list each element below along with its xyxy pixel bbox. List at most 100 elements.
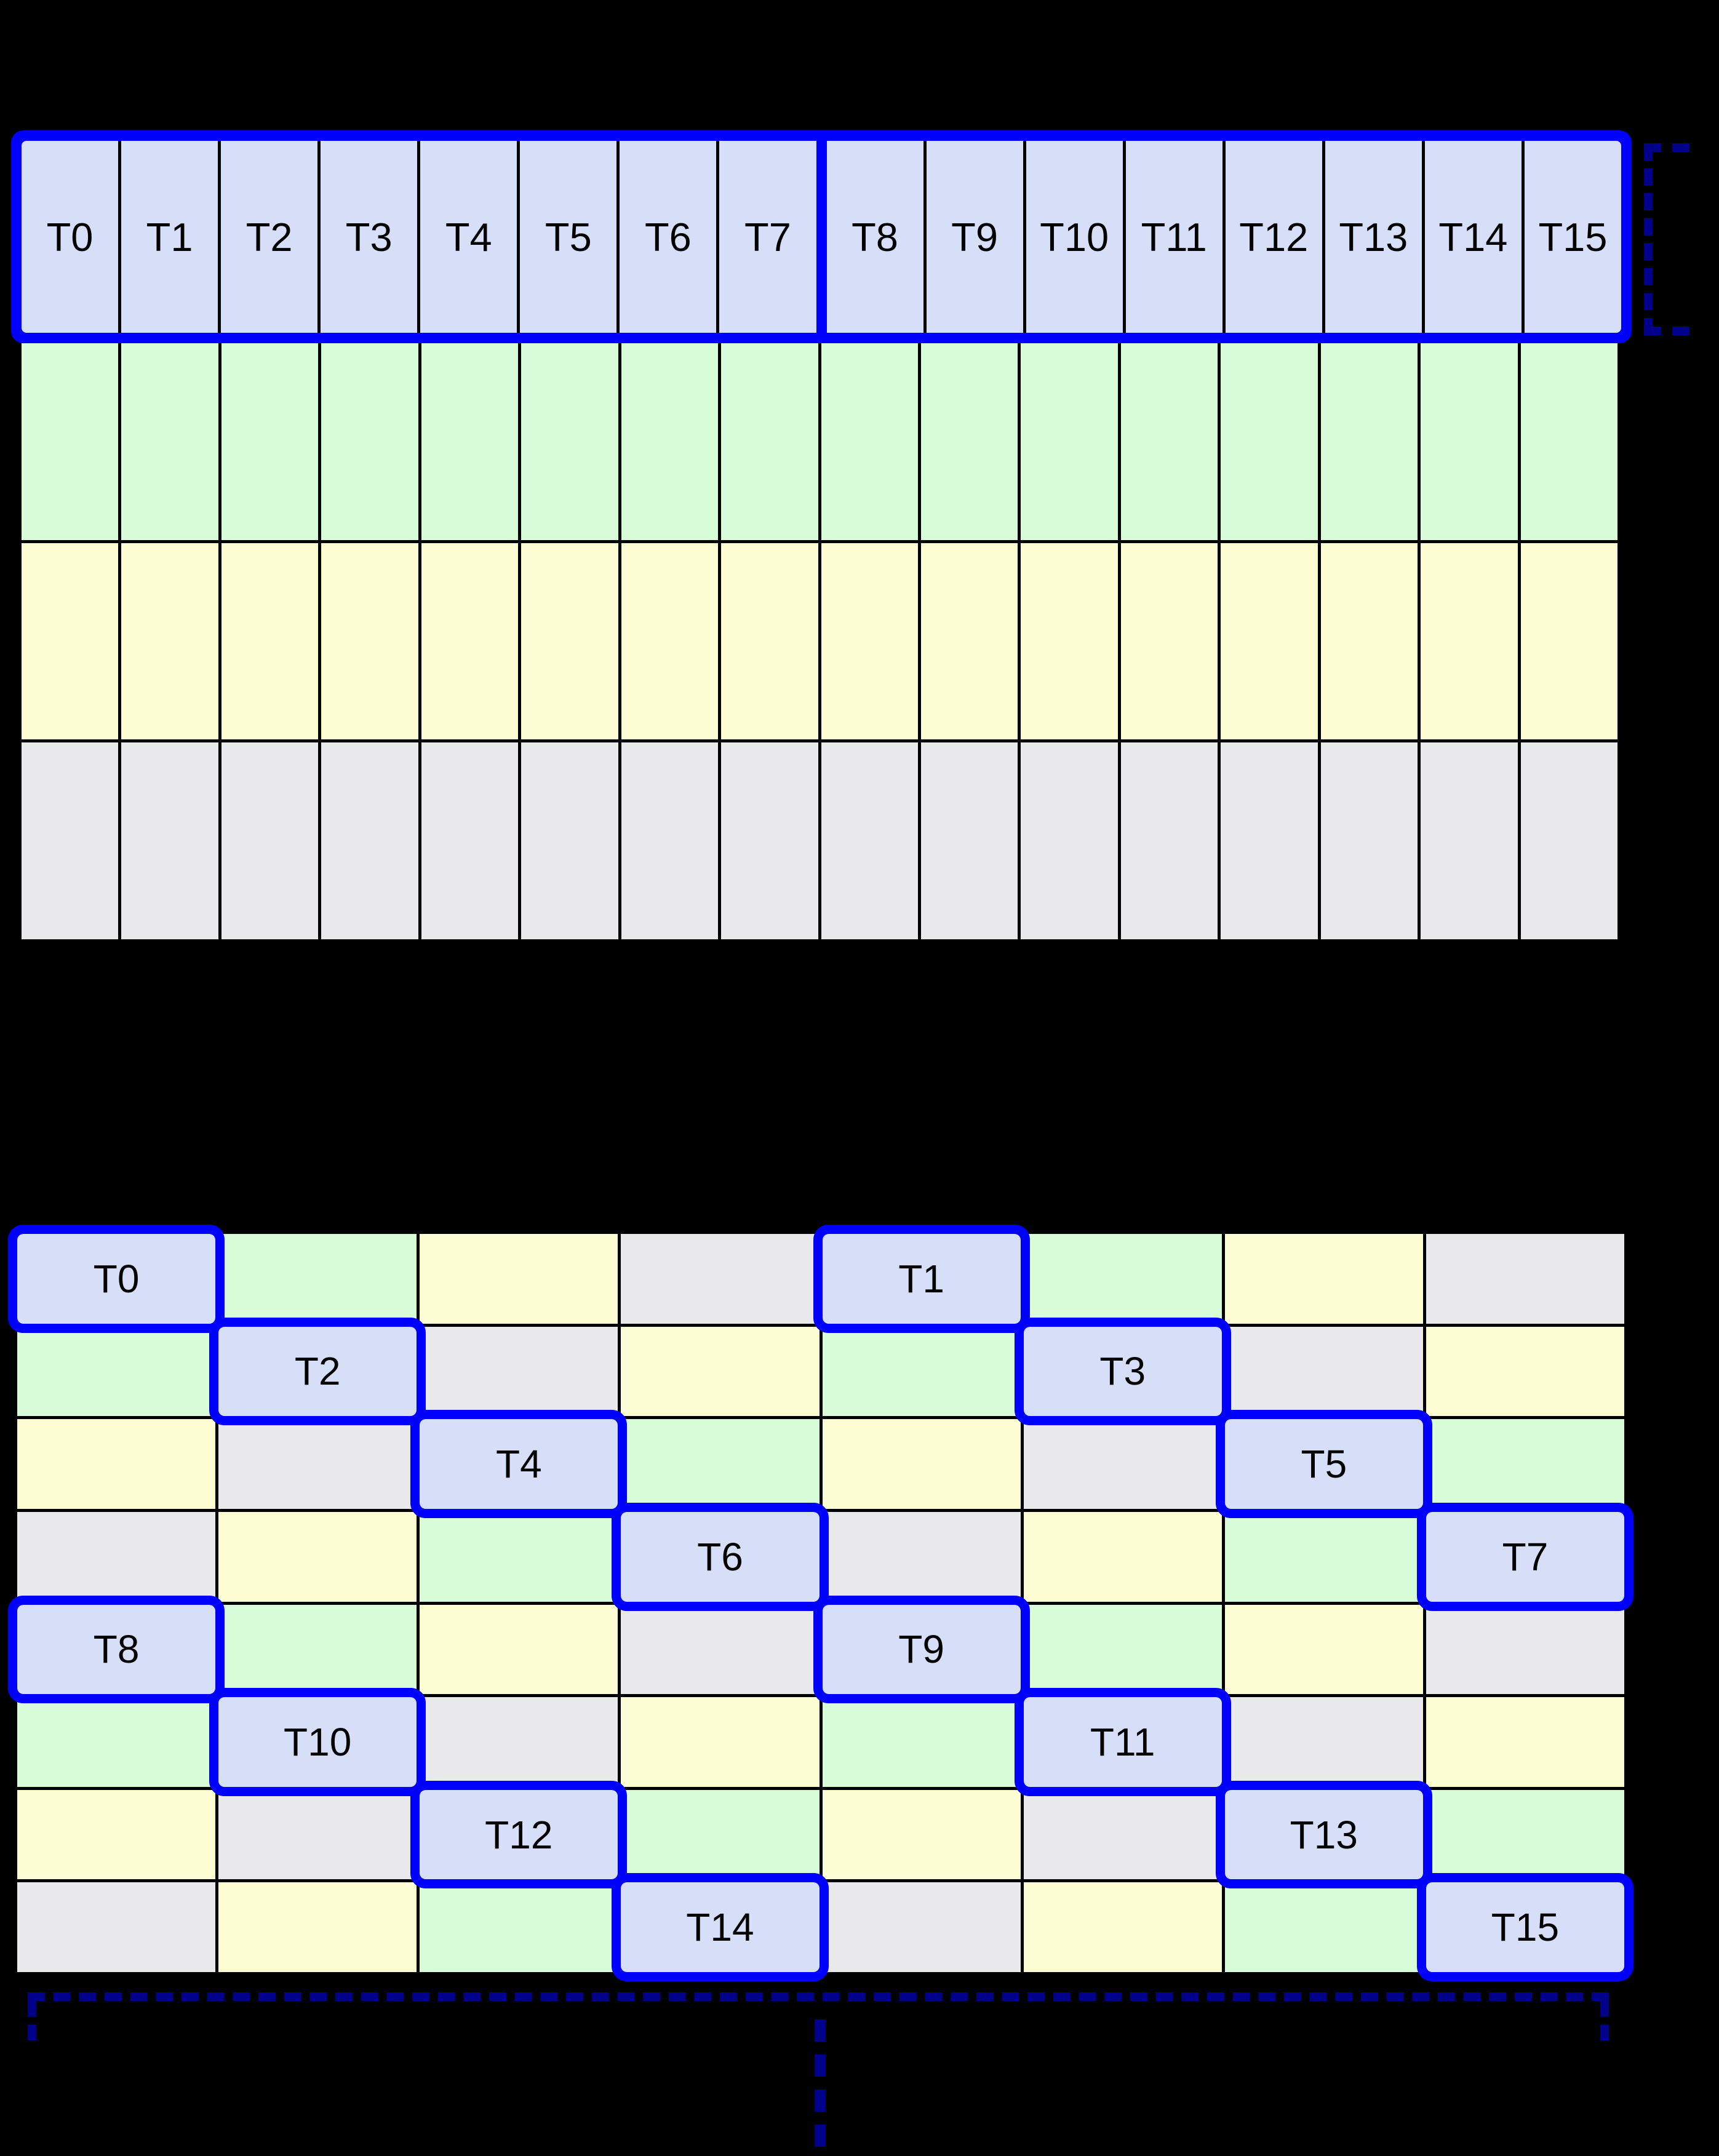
bank-cell-r7-c0 (17, 1882, 216, 1972)
thread-label: T1 (146, 214, 193, 260)
warp-thread-cell-t0: T0 (22, 141, 119, 333)
memory-cell-r1-c8 (821, 543, 918, 740)
thread-label: T11 (1090, 1719, 1155, 1764)
bank-thread-cell-t13: T13 (1224, 1789, 1423, 1880)
bank-cell-r0-c5 (1023, 1234, 1222, 1324)
bank-cell-r5-c0 (17, 1697, 216, 1787)
bracket-vertical-line (1644, 143, 1653, 335)
memory-cell-r1-c12 (1221, 543, 1318, 740)
bank-cell-r1-c0 (17, 1326, 216, 1417)
thread-label: T0 (46, 214, 94, 260)
bank-thread-cell-t9: T9 (822, 1604, 1021, 1695)
memory-cell-r0-c2 (221, 343, 319, 540)
memory-cell-r1-c2 (221, 543, 319, 740)
warp-thread-cell-t3: T3 (317, 141, 418, 333)
memory-cell-r0-c5 (521, 343, 618, 540)
bank-cell-r4-c2 (420, 1604, 618, 1695)
warp-thread-cell-t1: T1 (118, 141, 218, 333)
bank-cell-r1-c6 (1224, 1326, 1423, 1417)
thread-label: T12 (1239, 214, 1309, 260)
memory-cell-r1-c11 (1120, 543, 1218, 740)
memory-cell-r1-c7 (721, 543, 818, 740)
thread-label: T5 (1301, 1442, 1347, 1487)
bracket-bottom-tick (1644, 327, 1689, 335)
memory-cell-r0-c10 (1021, 343, 1118, 540)
thread-label: T2 (294, 1349, 341, 1394)
warp-thread-cell-t9: T9 (923, 141, 1023, 333)
memory-cell-r1-c14 (1421, 543, 1518, 740)
bank-thread-cell-t6: T6 (621, 1511, 820, 1602)
thread-label: T6 (644, 214, 692, 260)
bank-cell-r3-c6 (1224, 1511, 1423, 1602)
memory-cell-r2-c4 (421, 742, 519, 939)
bracket-left-tick (28, 2001, 36, 2040)
thread-label: T9 (951, 214, 999, 260)
thread-label: T8 (852, 214, 898, 260)
memory-cell-r2-c2 (221, 742, 319, 939)
memory-cell-r0-c9 (920, 343, 1018, 540)
bank-cell-r1-c7 (1426, 1326, 1624, 1417)
memory-cell-r2-c6 (621, 742, 719, 939)
warp-thread-cell-t6: T6 (616, 141, 717, 333)
bank-cell-r6-c1 (218, 1789, 417, 1880)
bank-cell-r3-c1 (218, 1511, 417, 1602)
bank-cell-r1-c4 (822, 1326, 1021, 1417)
thread-label: T14 (686, 1905, 754, 1950)
memory-cell-r1-c0 (22, 543, 119, 740)
thread-label: T10 (284, 1719, 352, 1764)
memory-cell-r2-c9 (920, 742, 1018, 939)
bank-cell-r0-c7 (1426, 1234, 1624, 1324)
bank-cell-r1-c3 (621, 1326, 820, 1417)
memory-cell-r0-c0 (22, 343, 119, 540)
warp-thread-row: T0 T1 T2 T3 T4 T5 T6 T7 T8 T9 T10 T11 T12 T13 T14 T15 (11, 130, 1632, 343)
bank-cell-r6-c7 (1426, 1789, 1624, 1880)
bank-cell-r4-c5 (1023, 1604, 1222, 1695)
continuation-ellipsis (815, 2019, 826, 2147)
warp-thread-cell-t5: T5 (517, 141, 617, 333)
bank-cell-r7-c1 (218, 1882, 417, 1972)
bracket-right-tick (1600, 2001, 1609, 2040)
thread-label: T13 (1290, 1812, 1358, 1857)
memory-cell-r2-c8 (821, 742, 918, 939)
bank-thread-cell-t15: T15 (1426, 1882, 1624, 1972)
thread-label: T0 (93, 1256, 140, 1301)
memory-cell-r2-c13 (1320, 742, 1418, 939)
memory-cell-r2-c15 (1520, 742, 1617, 939)
memory-cell-r2-c3 (321, 742, 418, 939)
bank-cell-r4-c3 (621, 1604, 820, 1695)
bank-cell-r3-c0 (17, 1511, 216, 1602)
bank-cell-r2-c0 (17, 1419, 216, 1509)
thread-label: T5 (544, 214, 592, 260)
warp-row-bracket (1644, 143, 1689, 335)
bracket-horizontal-line (28, 1992, 1609, 2001)
warp-thread-cell-t7: T7 (716, 141, 816, 333)
bank-cell-r0-c2 (420, 1234, 618, 1324)
warp-thread-cell-t14: T14 (1421, 141, 1522, 333)
memory-cell-r2-c5 (521, 742, 618, 939)
bank-cell-r5-c6 (1224, 1697, 1423, 1787)
bank-cell-r2-c3 (621, 1419, 820, 1509)
bank-cell-r7-c5 (1023, 1882, 1222, 1972)
bank-thread-cell-t0: T0 (17, 1234, 216, 1324)
bank-cell-r4-c7 (1426, 1604, 1624, 1695)
bank-thread-cell-t14: T14 (621, 1882, 820, 1972)
bank-thread-cell-t4: T4 (420, 1419, 618, 1509)
bank-cell-r0-c3 (621, 1234, 820, 1324)
memory-cell-r0-c12 (1221, 343, 1318, 540)
bank-cell-r5-c7 (1426, 1697, 1624, 1787)
thread-label: T10 (1040, 214, 1109, 260)
memory-cell-r0-c6 (621, 343, 719, 540)
warp-thread-cell-t11: T11 (1122, 141, 1222, 333)
bank-cell-r7-c4 (822, 1882, 1021, 1972)
memory-cell-r0-c11 (1120, 343, 1218, 540)
thread-label: T11 (1141, 214, 1207, 260)
thread-label: T4 (495, 1442, 542, 1487)
warp-thread-cell-t2: T2 (218, 141, 318, 333)
memory-cell-r1-c10 (1021, 543, 1118, 740)
memory-cell-r1-c4 (421, 543, 519, 740)
thread-label: T8 (93, 1627, 140, 1672)
bank-cell-r1-c2 (420, 1326, 618, 1417)
bank-thread-cell-t8: T8 (17, 1604, 216, 1695)
bank-cell-r6-c0 (17, 1789, 216, 1880)
